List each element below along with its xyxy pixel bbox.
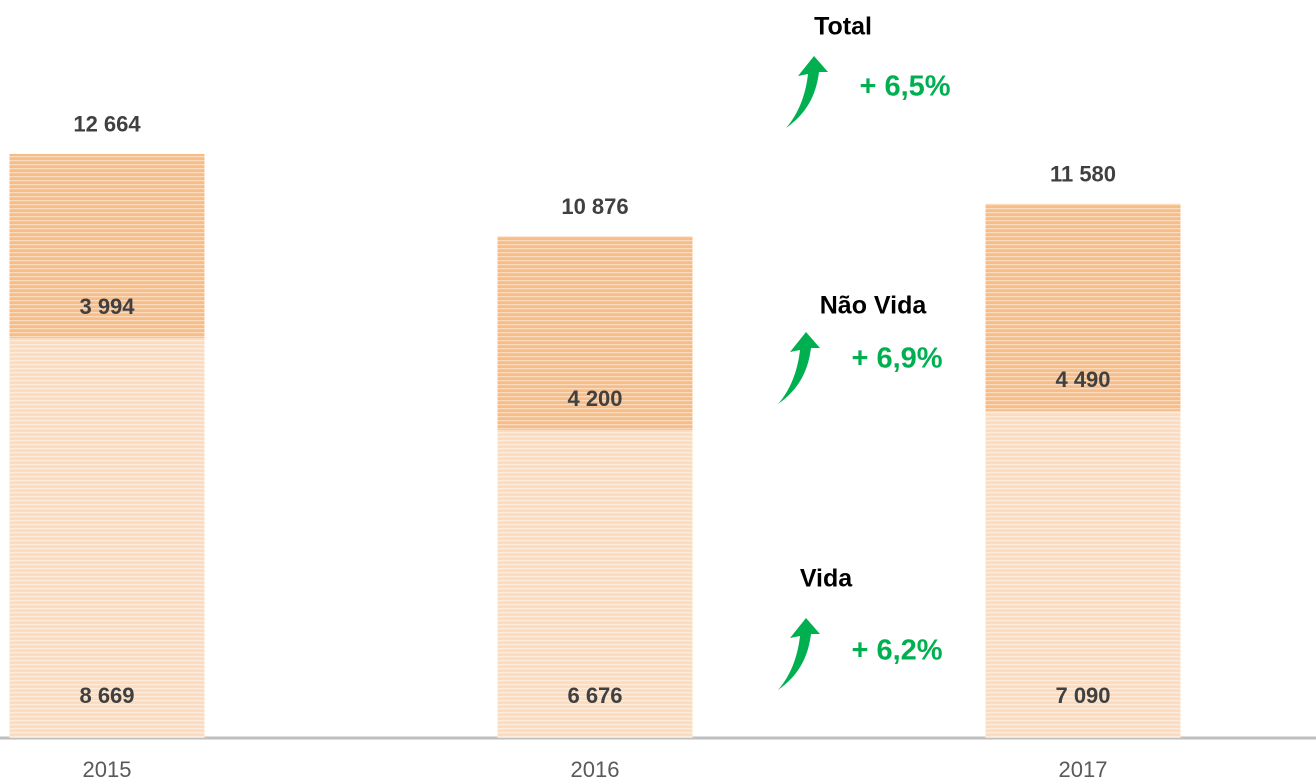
- x-tick-label: 2015: [83, 757, 132, 782]
- annotation-growth: + 6,2%: [851, 635, 942, 667]
- value-label: 6 676: [567, 683, 622, 708]
- annotation-title: Não Vida: [820, 292, 928, 320]
- arrow-up: [778, 332, 820, 404]
- value-label: 8 669: [79, 683, 134, 708]
- annotation-title: Total: [814, 13, 872, 41]
- bar-segment: [497, 236, 693, 431]
- x-tick-label: 2016: [571, 757, 620, 782]
- total-label: 10 876: [561, 194, 628, 219]
- x-tick-label: 2017: [1059, 757, 1108, 782]
- annotation-vida: Vida + 6,2%: [778, 565, 943, 690]
- value-label: 7 090: [1055, 683, 1110, 708]
- annotation-growth: + 6,9%: [851, 343, 942, 375]
- bar-segment: [497, 430, 693, 738]
- annotation-nao-vida: Não Vida + 6,9%: [778, 292, 943, 404]
- value-label: 4 490: [1055, 367, 1110, 392]
- value-label: 4 200: [567, 386, 622, 411]
- annotation-growth: + 6,5%: [859, 71, 950, 103]
- bar-segment: [9, 338, 205, 738]
- total-label: 12 664: [73, 112, 141, 137]
- total-label: 11 580: [1050, 162, 1116, 187]
- annotation-title: Vida: [800, 565, 853, 593]
- value-label: 3 994: [79, 294, 135, 319]
- bar-segment: [985, 410, 1181, 738]
- bar-segment: [9, 153, 205, 339]
- bar-segment: [985, 203, 1181, 411]
- arrow-up: [786, 56, 828, 128]
- arrow-up: [778, 618, 820, 690]
- annotation-total: Total + 6,5%: [786, 13, 951, 128]
